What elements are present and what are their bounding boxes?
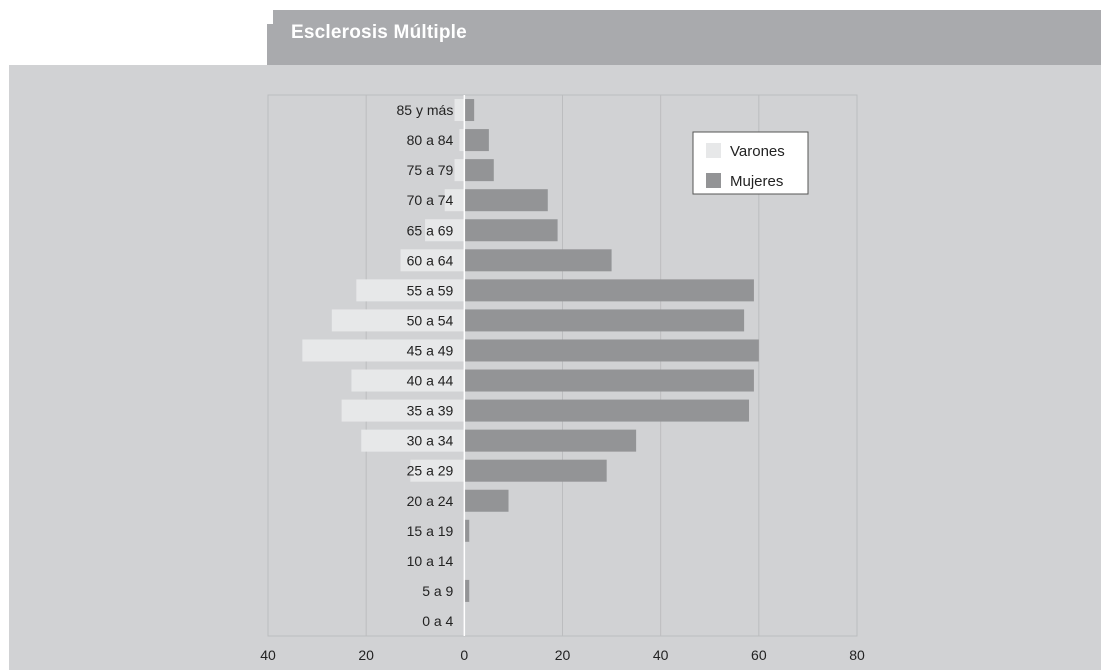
bar-mujeres [464, 519, 470, 542]
x-tick-label: 20 [555, 647, 571, 663]
bar-varones [356, 279, 465, 302]
bar-mujeres [464, 579, 470, 602]
bar-varones [410, 459, 465, 482]
bar-mujeres [464, 489, 509, 512]
x-tick-label: 40 [260, 647, 276, 663]
bar-varones [341, 399, 465, 422]
bar-varones [444, 189, 465, 212]
x-tick-label: 0 [460, 647, 468, 663]
bar-mujeres [464, 339, 759, 362]
bar-mujeres [464, 99, 475, 122]
bar-mujeres [464, 459, 607, 482]
bar-mujeres [464, 399, 750, 422]
category-label: 15 a 19 [407, 523, 454, 539]
category-label: 50 a 54 [407, 312, 454, 328]
category-label: 75 a 79 [407, 162, 454, 178]
legend-label: Varones [730, 143, 785, 160]
category-label: 30 a 34 [407, 433, 454, 449]
category-label: 20 a 24 [407, 493, 454, 509]
header-notch [267, 10, 273, 24]
legend-swatch [706, 143, 721, 158]
bar-varones [400, 249, 465, 272]
category-label: 85 y más [397, 102, 454, 118]
category-label: 25 a 29 [407, 463, 454, 479]
bar-mujeres [464, 249, 612, 272]
bar-mujeres [464, 429, 637, 452]
bar-mujeres [464, 189, 548, 212]
bar-varones [331, 309, 465, 332]
chart-panel [9, 65, 1101, 670]
category-label: 60 a 64 [407, 252, 454, 268]
bar-varones [351, 369, 465, 392]
category-label: 35 a 39 [407, 403, 454, 419]
category-label: 55 a 59 [407, 282, 454, 298]
category-label: 70 a 74 [407, 192, 454, 208]
x-tick-label: 80 [849, 647, 865, 663]
x-tick-label: 40 [653, 647, 669, 663]
bar-varones [425, 219, 465, 242]
category-label: 10 a 14 [407, 553, 454, 569]
bar-varones [454, 159, 465, 182]
category-label: 5 a 9 [422, 583, 453, 599]
legend-label: Mujeres [730, 173, 783, 190]
category-label: 40 a 44 [407, 373, 454, 389]
bar-varones [459, 129, 465, 152]
bar-varones [302, 339, 465, 362]
category-label: 80 a 84 [407, 132, 454, 148]
bar-mujeres [464, 219, 558, 242]
bar-varones [361, 429, 465, 452]
x-tick-label: 20 [358, 647, 374, 663]
bar-varones [454, 99, 465, 122]
bar-mujeres [464, 369, 754, 392]
bar-mujeres [464, 129, 489, 152]
category-label: 45 a 49 [407, 342, 454, 358]
header-bar [267, 10, 1101, 65]
legend-swatch [706, 173, 721, 188]
bar-mujeres [464, 159, 494, 182]
category-label: 65 a 69 [407, 222, 454, 238]
x-tick-label: 60 [751, 647, 767, 663]
page-title: Esclerosis Múltiple [291, 22, 467, 43]
bar-mujeres [464, 309, 745, 332]
bar-mujeres [464, 279, 754, 302]
category-label: 0 a 4 [422, 613, 453, 629]
